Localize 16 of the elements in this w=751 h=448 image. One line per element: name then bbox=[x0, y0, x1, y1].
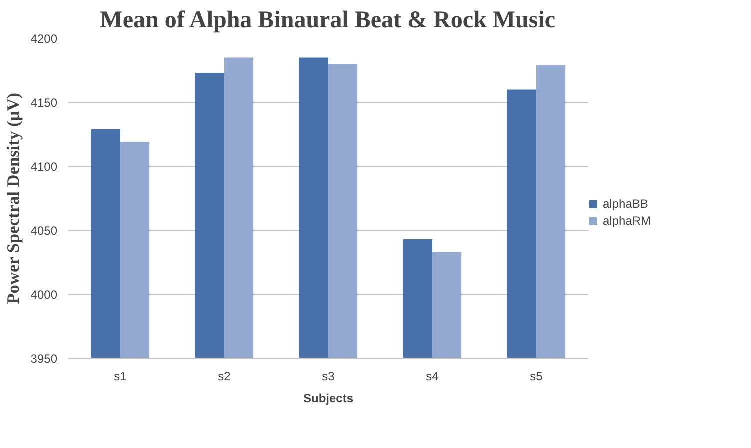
y-axis-title: Power Spectral Density (µV) bbox=[4, 92, 23, 304]
legend-label: alphaBB bbox=[603, 197, 648, 211]
y-tick-label: 3950 bbox=[30, 352, 58, 366]
y-tick-label: 4200 bbox=[30, 32, 58, 46]
x-tick-label: s2 bbox=[218, 370, 232, 384]
x-tick-label: s5 bbox=[530, 370, 544, 384]
y-tick-label: 4100 bbox=[30, 160, 58, 174]
x-tick-label: s3 bbox=[322, 370, 336, 384]
y-tick-label: 4050 bbox=[30, 224, 58, 238]
x-axis-title: Subjects bbox=[303, 392, 354, 406]
y-tick-label: 4000 bbox=[30, 288, 58, 302]
chart-title: Mean of Alpha Binaural Beat & Rock Music bbox=[100, 8, 556, 34]
x-tick-label: s1 bbox=[114, 370, 128, 384]
x-tick-label: s4 bbox=[426, 370, 440, 384]
legend-label: alphaRM bbox=[603, 214, 652, 228]
y-tick-label: 4150 bbox=[30, 96, 58, 110]
